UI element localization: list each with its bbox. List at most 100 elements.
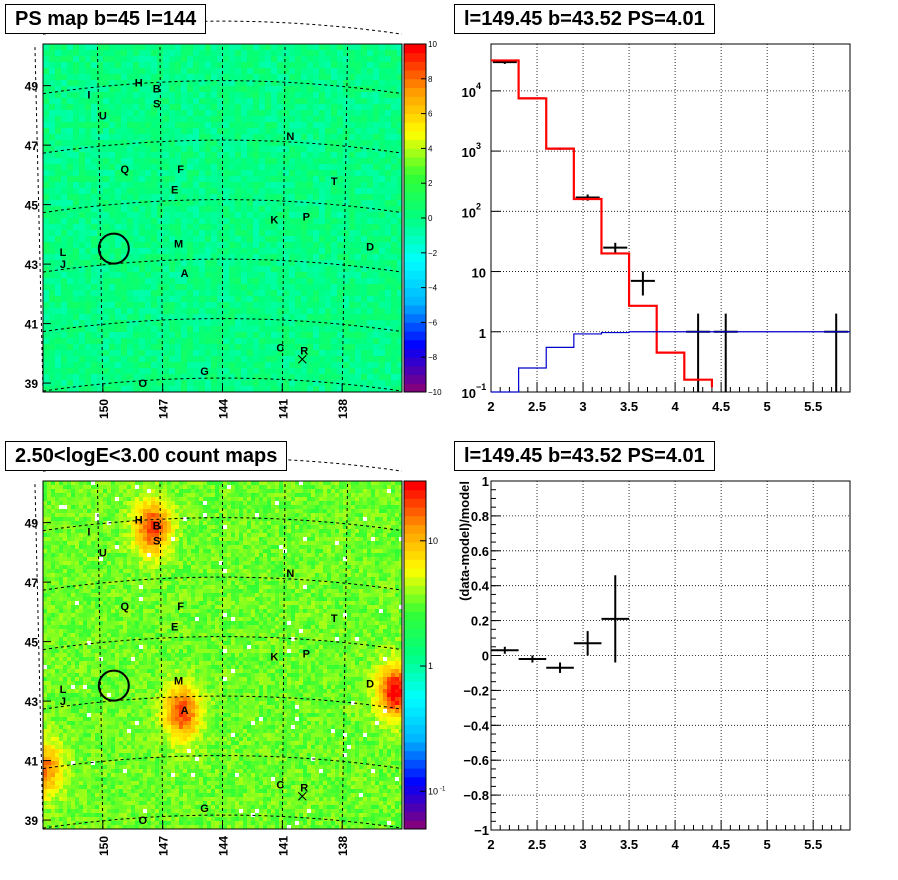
heatmap-pixel [107, 481, 111, 485]
heatmap-pixel [223, 134, 229, 140]
heatmap-pixel [103, 206, 109, 212]
heatmap-pixel [379, 254, 385, 260]
heatmap-pixel [319, 308, 325, 314]
heatmap-pixel [277, 134, 283, 140]
heatmap-pixel [385, 356, 391, 362]
heatmap-pixel [271, 308, 277, 314]
heatmap-pixel [229, 56, 235, 62]
heatmap-pixel [133, 170, 139, 176]
heatmap-pixel [251, 505, 255, 509]
heatmap-pixel [223, 62, 229, 68]
heatmap-pixel [355, 86, 361, 92]
heatmap-pixel [313, 290, 319, 296]
heatmap-pixel [151, 485, 155, 489]
heatmap-pixel [211, 529, 215, 533]
heatmap-pixel [265, 80, 271, 86]
heatmap-pixel [97, 122, 103, 128]
heatmap-pixel [91, 525, 95, 529]
source-label-I: I [87, 90, 90, 102]
heatmap-pixel [275, 493, 279, 497]
heatmap-pixel [43, 362, 49, 368]
heatmap-pixel [307, 525, 311, 529]
heatmap-pixel [211, 497, 215, 501]
heatmap-pixel [283, 302, 289, 308]
heatmap-pixel [67, 326, 73, 332]
heatmap-pixel [111, 501, 115, 505]
heatmap-pixel [79, 56, 85, 62]
heatmap-pixel [103, 489, 107, 493]
heatmap-pixel [265, 284, 271, 290]
heatmap-pixel [127, 362, 133, 368]
heatmap-pixel [331, 146, 337, 152]
heatmap-pixel [207, 529, 211, 533]
heatmap-pixel [383, 529, 387, 533]
heatmap-pixel [139, 224, 145, 230]
heatmap-pixel [253, 74, 259, 80]
heatmap-pixel [199, 50, 205, 56]
heatmap-pixel [385, 374, 391, 380]
heatmap-pixel [283, 254, 289, 260]
heatmap-pixel [103, 344, 109, 350]
heatmap-pixel [391, 74, 397, 80]
heatmap-pixel [283, 98, 289, 104]
heatmap-pixel [109, 116, 115, 122]
heatmap-pixel [121, 176, 127, 182]
heatmap-pixel [155, 497, 159, 501]
heatmap-pixel [205, 194, 211, 200]
heatmap-pixel [397, 104, 402, 110]
heatmap-pixel [133, 254, 139, 260]
heatmap-pixel [391, 110, 397, 116]
heatmap-pixel [271, 266, 277, 272]
heatmap-pixel [61, 128, 67, 134]
heatmap-pixel [49, 50, 55, 56]
heatmap-pixel [303, 485, 307, 489]
heatmap-pixel [363, 481, 367, 485]
heatmap-pixel [289, 80, 295, 86]
heatmap-pixel [259, 200, 265, 206]
heatmap-pixel [43, 290, 49, 296]
heatmap-pixel [243, 513, 247, 517]
heatmap-pixel [121, 74, 127, 80]
heatmap-pixel [103, 62, 109, 68]
source-label-N: N [286, 131, 294, 143]
heatmap-pixel [391, 176, 397, 182]
heatmap-pixel [289, 44, 295, 50]
heatmap-pixel [361, 74, 367, 80]
heatmap-pixel [331, 533, 335, 537]
heatmap-pixel [127, 86, 133, 92]
heatmap-pixel [291, 497, 295, 501]
heatmap-pixel [121, 218, 127, 224]
heatmap-pixel [319, 248, 325, 254]
heatmap-pixel [61, 188, 67, 194]
heatmap-pixel [199, 326, 205, 332]
heatmap-pixel [205, 50, 211, 56]
heatmap-pixel [55, 517, 59, 521]
heatmap-pixel [175, 368, 181, 374]
heatmap-pixel [103, 146, 109, 152]
heatmap-pixel [299, 521, 303, 525]
heatmap-pixel [191, 493, 195, 497]
heatmap-pixel [229, 104, 235, 110]
heatmap-pixel [373, 182, 379, 188]
heatmap-pixel [181, 134, 187, 140]
heatmap-pixel [295, 386, 301, 392]
heatmap-pixel [289, 86, 295, 92]
heatmap-pixel [379, 248, 385, 254]
heatmap-pixel [231, 525, 235, 529]
heatmap-pixel [79, 242, 85, 248]
heatmap-pixel [299, 525, 303, 529]
heatmap-pixel [391, 56, 397, 62]
heatmap-pixel [109, 158, 115, 164]
heatmap-pixel [55, 68, 61, 74]
heatmap-pixel [109, 314, 115, 320]
heatmap-pixel [187, 308, 193, 314]
heatmap-pixel [373, 230, 379, 236]
heatmap-pixel [157, 158, 163, 164]
heatmap-pixel [151, 386, 157, 392]
heatmap-pixel [73, 68, 79, 74]
heatmap-pixel [361, 68, 367, 74]
heatmap-pixel [79, 230, 85, 236]
heatmap-pixel [379, 140, 385, 146]
heatmap-pixel [313, 176, 319, 182]
heatmap-pixel [49, 110, 55, 116]
